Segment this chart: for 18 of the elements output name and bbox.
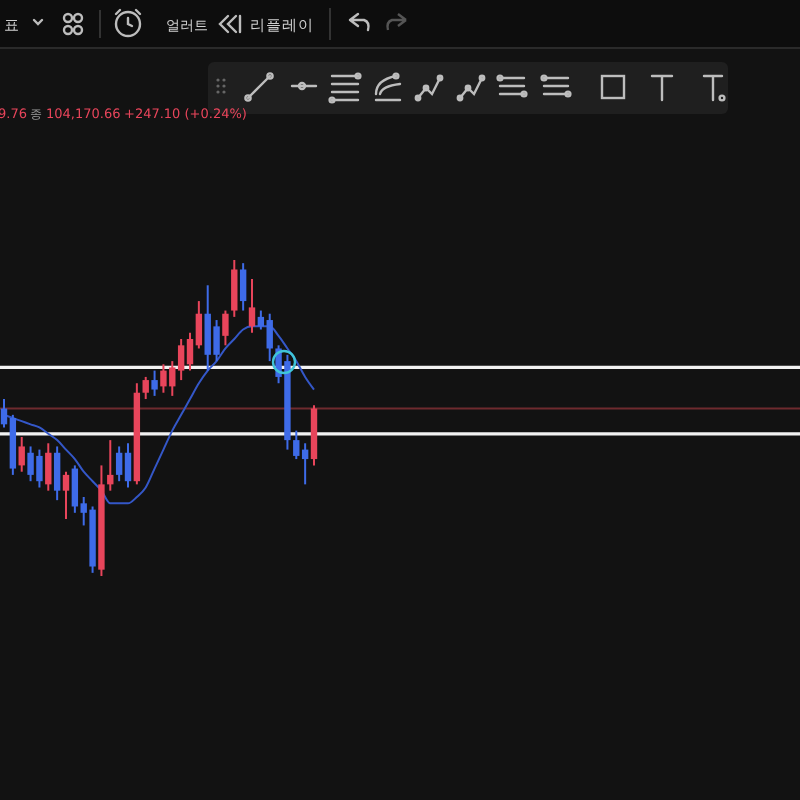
candlestick — [177, 338, 185, 382]
candlestick — [71, 464, 79, 514]
candlestick — [266, 312, 273, 363]
candlestick — [142, 375, 149, 401]
candlestick — [115, 445, 123, 483]
candlestick — [248, 277, 256, 334]
candlestick — [222, 309, 229, 347]
candlestick — [213, 319, 220, 363]
candlestick — [45, 442, 52, 492]
candlestick — [151, 369, 158, 397]
candlestick — [239, 262, 247, 312]
candlestick — [231, 259, 238, 318]
candlestick — [124, 442, 132, 489]
candlestick — [18, 435, 25, 473]
candlestick — [53, 445, 61, 502]
candlestick — [293, 429, 300, 461]
candlestick — [160, 363, 167, 394]
candlestick — [62, 470, 70, 521]
